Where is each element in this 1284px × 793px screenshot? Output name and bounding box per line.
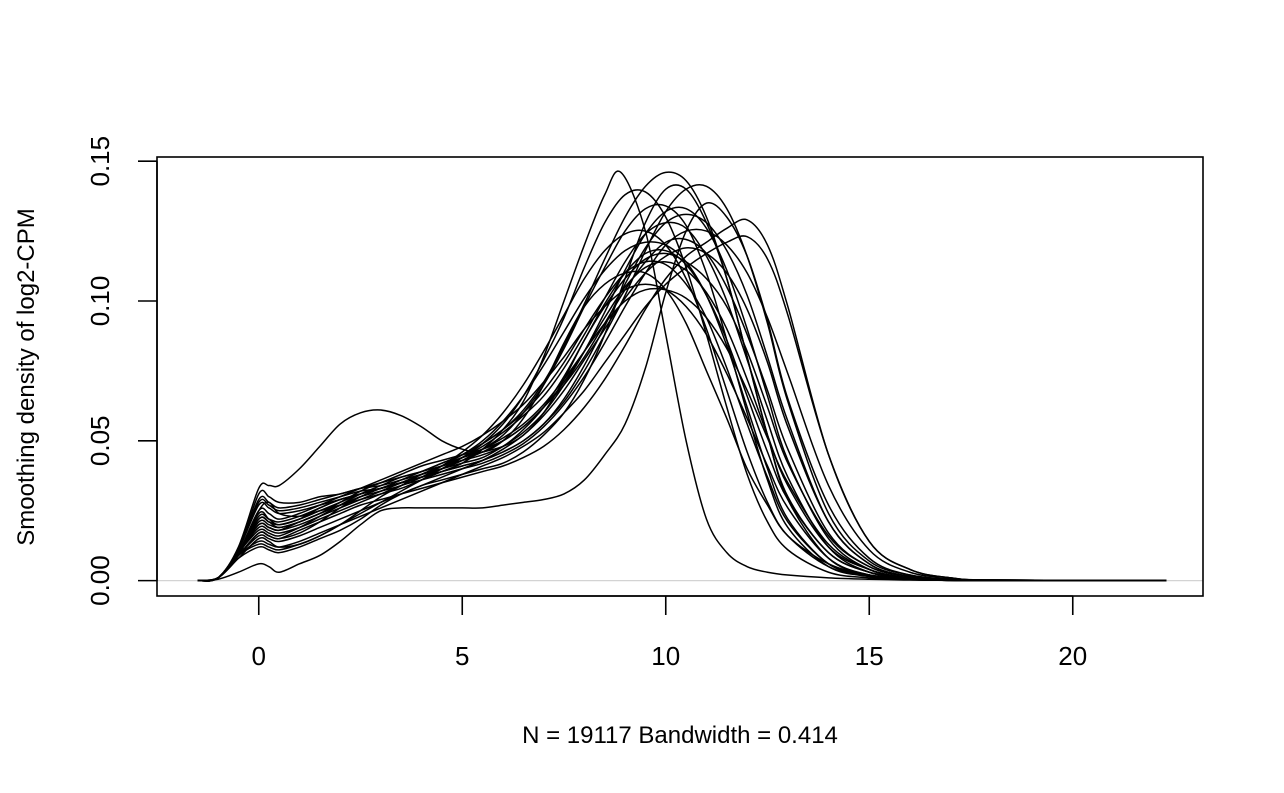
density-curve-23 (197, 171, 1167, 582)
density-curve-17 (197, 218, 1167, 582)
density-curve-10 (197, 203, 1167, 582)
density-curve-20 (197, 283, 1167, 582)
x-tick-label: 5 (455, 641, 469, 671)
x-tick-label: 10 (651, 641, 680, 671)
x-tick-label: 0 (252, 641, 266, 671)
y-tick-label: 0.00 (85, 555, 115, 606)
density-curve-13 (197, 247, 1167, 582)
x-axis: 0 5 10 15 20 (252, 595, 1087, 671)
density-curve-22 (197, 221, 1167, 582)
density-curve-6 (197, 189, 1167, 582)
series-layer (197, 170, 1167, 582)
density-curve-14 (197, 206, 1167, 582)
x-tick-label: 15 (855, 641, 884, 671)
y-tick-label: 0.15 (85, 136, 115, 187)
x-tick-label: 20 (1058, 641, 1087, 671)
y-tick-label: 0.10 (85, 276, 115, 327)
density-curve-18 (197, 237, 1167, 582)
density-curve-1 (197, 170, 1167, 582)
density-curve-24 (197, 213, 1167, 582)
y-axis-label: Smoothing density of log2-CPM (13, 208, 40, 546)
density-curve-15 (197, 228, 1167, 582)
y-tick-label: 0.05 (85, 415, 115, 466)
y-axis: 0.00 0.05 0.10 0.15 (85, 136, 158, 606)
x-axis-label: N = 19117 Bandwidth = 0.414 (522, 722, 838, 749)
density-curve-19 (197, 260, 1167, 582)
density-curve-3 (197, 201, 1167, 582)
